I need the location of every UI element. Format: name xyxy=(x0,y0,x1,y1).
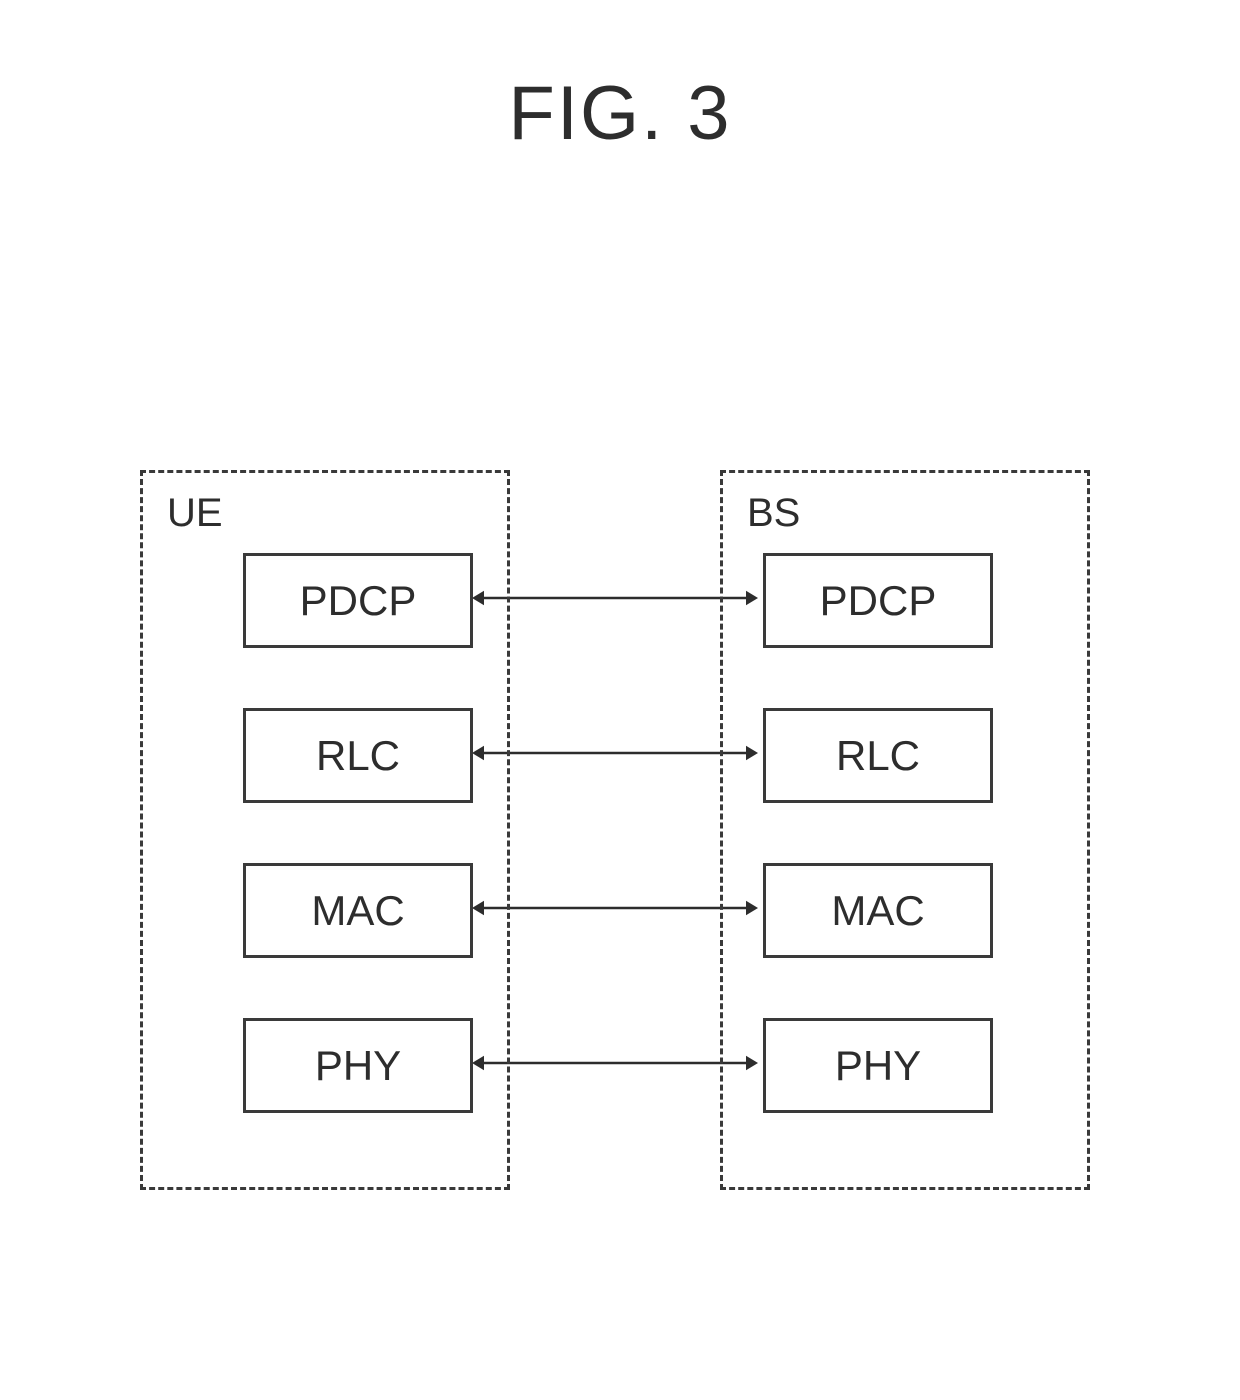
bidirectional-arrow xyxy=(510,860,720,955)
figure-title-text: FIG. 3 xyxy=(508,71,731,156)
protocol-stack-diagram: UE PDCP RLC MAC PHY BS PDCP RLC MAC PHY xyxy=(140,470,1090,1190)
layer-pdcp: PDCP xyxy=(243,553,473,648)
layer-mac: MAC xyxy=(763,863,993,958)
layer-phy: PHY xyxy=(763,1018,993,1113)
figure-title: FIG. 3 xyxy=(0,70,1240,157)
layer-rlc: RLC xyxy=(763,708,993,803)
layer-pdcp: PDCP xyxy=(763,553,993,648)
arrow-column xyxy=(510,470,720,1110)
layer-mac: MAC xyxy=(243,863,473,958)
bidirectional-arrow xyxy=(510,550,720,645)
ue-stack-label: UE xyxy=(167,491,223,536)
bs-layers: PDCP RLC MAC PHY xyxy=(723,553,1087,1113)
bs-stack-label: BS xyxy=(747,491,800,536)
ue-layers: PDCP RLC MAC PHY xyxy=(143,553,507,1113)
layer-rlc: RLC xyxy=(243,708,473,803)
layer-phy: PHY xyxy=(243,1018,473,1113)
bs-stack: BS PDCP RLC MAC PHY xyxy=(720,470,1090,1190)
bidirectional-arrow xyxy=(510,1015,720,1110)
ue-stack: UE PDCP RLC MAC PHY xyxy=(140,470,510,1190)
bidirectional-arrow xyxy=(510,705,720,800)
